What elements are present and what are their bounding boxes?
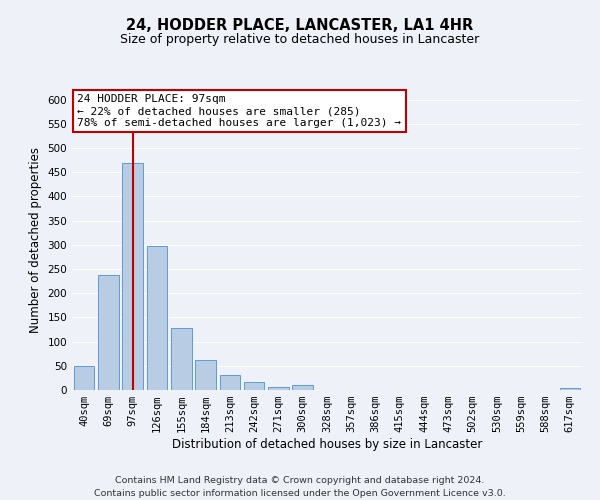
Bar: [171, 328, 191, 390]
Bar: [560, 388, 580, 390]
Bar: [292, 385, 313, 390]
Bar: [146, 246, 167, 390]
Text: Contains HM Land Registry data © Crown copyright and database right 2024.
Contai: Contains HM Land Registry data © Crown c…: [94, 476, 506, 498]
Bar: [220, 376, 240, 390]
Bar: [244, 382, 265, 390]
Bar: [74, 366, 94, 390]
Bar: [98, 275, 119, 390]
Text: 24, HODDER PLACE, LANCASTER, LA1 4HR: 24, HODDER PLACE, LANCASTER, LA1 4HR: [127, 18, 473, 32]
X-axis label: Distribution of detached houses by size in Lancaster: Distribution of detached houses by size …: [172, 438, 482, 451]
Text: 24 HODDER PLACE: 97sqm
← 22% of detached houses are smaller (285)
78% of semi-de: 24 HODDER PLACE: 97sqm ← 22% of detached…: [77, 94, 401, 128]
Bar: [195, 360, 216, 390]
Bar: [122, 162, 143, 390]
Y-axis label: Number of detached properties: Number of detached properties: [29, 147, 42, 333]
Text: Size of property relative to detached houses in Lancaster: Size of property relative to detached ho…: [121, 32, 479, 46]
Bar: [268, 387, 289, 390]
